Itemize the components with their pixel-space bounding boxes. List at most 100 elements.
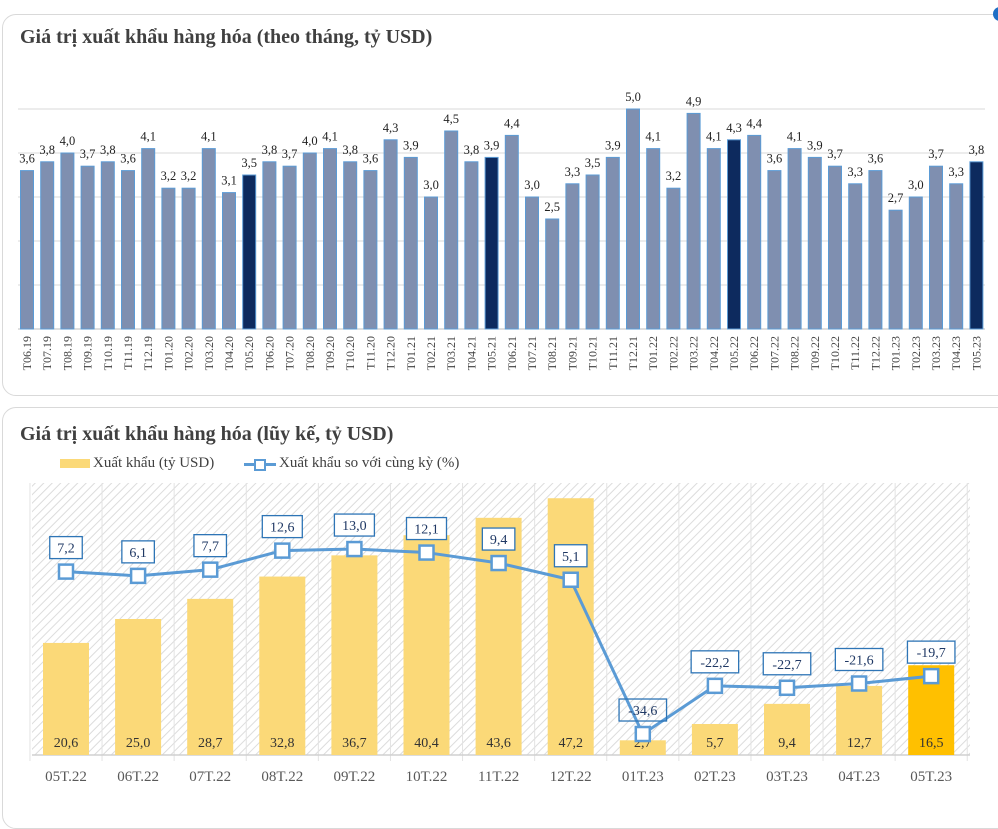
- data-label: 3,9: [605, 138, 621, 152]
- data-label: 3,8: [262, 143, 278, 157]
- line-value-label: -19,7: [917, 646, 946, 661]
- x-tick-label: T06.22: [747, 336, 761, 370]
- bar: [444, 130, 459, 330]
- x-tick-label: T03.23: [929, 336, 943, 370]
- data-label: 4,1: [201, 130, 217, 144]
- x-tick-label: T02.23: [909, 336, 923, 370]
- data-label: 3,2: [181, 169, 197, 183]
- line-label-box: [405, 516, 448, 541]
- x-tick-label: T08.20: [303, 336, 317, 370]
- bar: [343, 161, 358, 330]
- bar-value-label: 20,6: [54, 736, 79, 751]
- line-label-box: [261, 514, 303, 539]
- bar: [836, 685, 883, 755]
- bar: [764, 703, 810, 755]
- legend-label: Xuất khẩu (tỷ USD): [93, 455, 215, 471]
- line-marker: [57, 563, 75, 580]
- data-label: 3,3: [847, 165, 863, 179]
- data-label: 3,0: [423, 178, 439, 192]
- bar: [547, 498, 594, 755]
- data-label: 4,3: [383, 121, 399, 135]
- data-label: 3,8: [342, 143, 358, 157]
- line-label-box: [906, 640, 956, 664]
- bar-value-label: 28,7: [198, 736, 223, 751]
- bar: [464, 161, 479, 330]
- x-tick-label: 03T.23: [766, 769, 808, 785]
- x-tick-label: T02.20: [182, 336, 196, 370]
- x-tick-label: T08.21: [545, 336, 559, 370]
- x-tick-label: 08T.22: [261, 769, 303, 785]
- line-label-box: [618, 698, 668, 722]
- line-value-label: 12,1: [414, 523, 439, 538]
- x-tick-label: 04T.23: [838, 769, 880, 785]
- bar: [363, 170, 378, 330]
- x-tick-label: T10.21: [586, 336, 600, 370]
- x-tick-label: T05.21: [485, 336, 499, 370]
- data-label: 3,2: [666, 169, 682, 183]
- x-tick-label: T03.21: [444, 336, 458, 370]
- legend-item-yoy: Xuất khẩu so với cùng kỳ (%): [244, 455, 459, 472]
- line-marker: [490, 554, 507, 572]
- data-label: 3,7: [928, 147, 944, 161]
- bar: [565, 183, 580, 330]
- bar: [222, 192, 236, 330]
- bar: [181, 187, 196, 330]
- line-marker: [922, 667, 940, 685]
- x-tick-label: T01.22: [646, 336, 660, 370]
- line-marker: [850, 675, 868, 692]
- data-label: 2,7: [888, 191, 904, 205]
- bar: [475, 517, 522, 755]
- bar: [259, 576, 306, 755]
- line-marker: [346, 540, 363, 558]
- bar-value-label: 32,8: [270, 736, 295, 751]
- monthly-chart-title: Giá trị xuất khẩu hàng hóa (theo tháng, …: [20, 26, 433, 48]
- line-label-box: [690, 650, 740, 674]
- data-label: 3,3: [565, 165, 581, 179]
- line-value-label: -22,2: [700, 656, 729, 671]
- x-tick-label: T11.22: [848, 336, 862, 370]
- x-tick-label: T04.23: [949, 336, 963, 370]
- line-marker: [778, 679, 796, 697]
- x-tick-label: 05T.23: [910, 769, 952, 785]
- bar: [767, 170, 782, 330]
- data-label: 4,5: [443, 112, 459, 126]
- bar: [787, 148, 802, 330]
- line-marker: [562, 571, 579, 589]
- bar: [80, 165, 95, 330]
- legend-item-exports: Xuất khẩu (tỷ USD): [60, 455, 214, 472]
- bar: [242, 174, 257, 330]
- bar: [331, 555, 378, 755]
- line-label-box: [49, 535, 83, 560]
- data-label: 4,3: [726, 121, 742, 135]
- bar: [888, 209, 903, 330]
- bar: [121, 170, 135, 330]
- x-tick-label: T12.19: [141, 336, 155, 370]
- bar: [706, 148, 721, 330]
- data-label: 3,6: [19, 152, 35, 166]
- bar-value-label: 9,4: [778, 736, 796, 751]
- bar: [585, 174, 600, 330]
- data-label: 3,7: [827, 147, 843, 161]
- data-label: 3,3: [948, 165, 964, 179]
- line-value-label: 5,1: [562, 550, 580, 565]
- x-tick-label: T10.19: [101, 336, 115, 370]
- bar: [161, 187, 176, 330]
- bar: [686, 112, 701, 330]
- x-tick-label: 01T.23: [622, 769, 664, 785]
- bar-value-label: 16,5: [919, 736, 944, 751]
- line-label-box: [481, 527, 516, 551]
- bar: [929, 165, 943, 330]
- x-tick-label: T09.19: [81, 336, 95, 370]
- x-tick-label: T10.20: [343, 336, 357, 370]
- line-label-box: [193, 534, 228, 558]
- line-marker: [634, 725, 652, 743]
- legend-bar-swatch: [60, 459, 90, 468]
- x-tick-label: T08.22: [788, 336, 802, 370]
- data-label: 3,6: [868, 152, 884, 166]
- x-tick-label: T02.21: [424, 336, 438, 370]
- data-label: 3,5: [241, 156, 257, 170]
- x-tick-label: T06.21: [505, 336, 519, 370]
- bar-value-label: 5,7: [706, 736, 724, 751]
- data-label: 4,0: [60, 134, 76, 148]
- bar: [262, 161, 277, 330]
